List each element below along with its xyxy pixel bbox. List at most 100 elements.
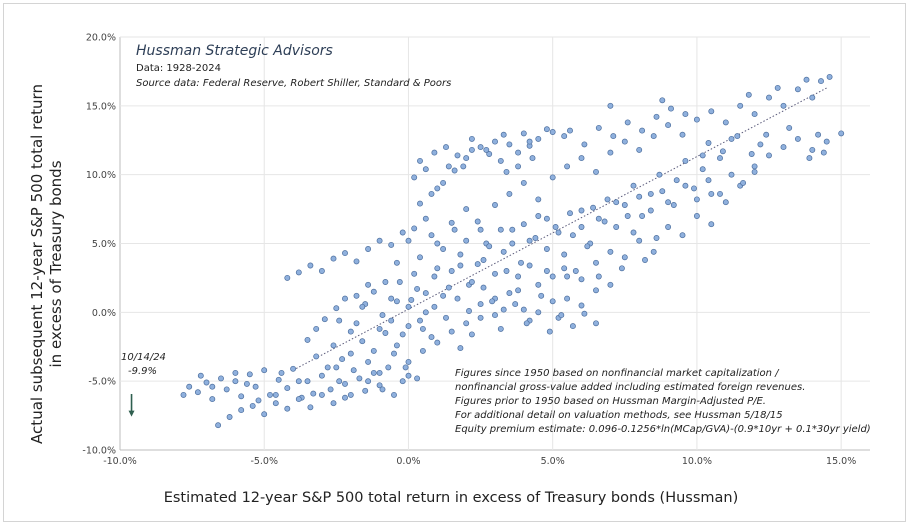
data-point xyxy=(621,138,628,145)
data-point xyxy=(238,407,245,414)
data-point xyxy=(679,131,686,138)
data-point xyxy=(665,224,672,230)
data-point xyxy=(226,414,233,420)
data-point xyxy=(520,179,527,186)
data-point xyxy=(668,105,674,112)
data-point xyxy=(665,122,672,129)
data-point xyxy=(353,292,360,299)
data-point xyxy=(719,148,726,155)
data-point xyxy=(327,386,334,393)
data-point xyxy=(347,328,354,335)
data-point xyxy=(526,237,533,244)
data-point xyxy=(595,273,602,280)
data-point xyxy=(618,265,625,272)
data-point xyxy=(621,254,628,261)
data-point xyxy=(555,229,562,236)
data-point xyxy=(295,396,302,403)
data-point xyxy=(532,235,539,241)
data-point xyxy=(581,141,588,148)
y-tick-label: 20.0% xyxy=(86,33,116,44)
data-point xyxy=(708,221,715,228)
data-point xyxy=(581,310,588,317)
data-point xyxy=(445,284,452,291)
data-point xyxy=(509,240,516,247)
data-point xyxy=(647,207,654,214)
data-point xyxy=(370,347,377,354)
data-point xyxy=(342,250,348,257)
data-point xyxy=(526,262,533,269)
data-point xyxy=(474,261,481,268)
data-point xyxy=(362,387,369,394)
data-point xyxy=(794,86,801,93)
data-point xyxy=(336,317,343,324)
data-point xyxy=(448,268,455,274)
data-point xyxy=(636,146,643,153)
data-point xyxy=(561,265,568,272)
data-point xyxy=(578,224,585,230)
data-point xyxy=(468,279,475,285)
data-point xyxy=(405,323,412,330)
data-point xyxy=(717,190,723,197)
data-point xyxy=(252,383,259,390)
data-point xyxy=(232,369,239,376)
y-axis-label-line1: Actual subsequent 12-year S&P 500 total … xyxy=(28,84,46,444)
data-point xyxy=(468,146,475,153)
data-point xyxy=(670,202,677,208)
data-point xyxy=(342,380,348,387)
data-point xyxy=(411,225,418,232)
data-point xyxy=(549,273,556,280)
data-point xyxy=(333,364,340,371)
data-point xyxy=(370,369,377,376)
data-point xyxy=(440,179,447,186)
y-tick-label: 10.0% xyxy=(86,170,116,181)
data-point xyxy=(653,113,660,120)
data-point xyxy=(480,257,487,263)
data-point xyxy=(708,190,715,197)
data-point xyxy=(564,273,571,280)
data-point xyxy=(451,167,458,174)
data-point xyxy=(659,188,666,195)
y-tick-label: 5.0% xyxy=(92,239,116,250)
annotation-date: 10/14/24 xyxy=(121,352,166,363)
data-point xyxy=(399,331,406,338)
data-point xyxy=(766,94,772,101)
data-point xyxy=(535,281,542,288)
data-point xyxy=(405,237,412,244)
data-point xyxy=(365,378,372,385)
data-point xyxy=(500,131,507,138)
data-point xyxy=(561,133,568,140)
data-point xyxy=(422,166,429,173)
data-point xyxy=(518,259,524,266)
data-point xyxy=(708,108,715,115)
data-point xyxy=(474,218,481,225)
data-point xyxy=(486,243,493,250)
y-tick-label: -5.0% xyxy=(88,377,116,388)
data-point xyxy=(624,119,631,126)
data-point xyxy=(313,353,320,360)
data-point xyxy=(402,364,409,371)
data-point xyxy=(295,269,302,276)
data-point xyxy=(751,163,758,170)
data-point xyxy=(639,127,646,134)
data-point xyxy=(593,168,599,175)
data-point xyxy=(422,309,429,316)
trendline-path xyxy=(292,87,827,371)
data-point xyxy=(278,369,285,376)
data-point xyxy=(803,76,810,83)
data-point xyxy=(757,141,764,148)
data-point xyxy=(353,258,360,265)
data-point xyxy=(578,155,585,162)
chart-subtitle: Data: 1928-2024 xyxy=(136,63,221,74)
data-point xyxy=(737,102,744,109)
data-point xyxy=(578,302,585,309)
data-point xyxy=(321,316,328,323)
data-point xyxy=(284,405,291,412)
data-point xyxy=(350,367,357,374)
data-point xyxy=(417,157,423,164)
data-point xyxy=(431,273,438,280)
data-point xyxy=(215,422,222,429)
data-point xyxy=(422,290,429,297)
data-point xyxy=(818,78,824,85)
data-point xyxy=(422,215,429,222)
data-point xyxy=(693,196,700,203)
